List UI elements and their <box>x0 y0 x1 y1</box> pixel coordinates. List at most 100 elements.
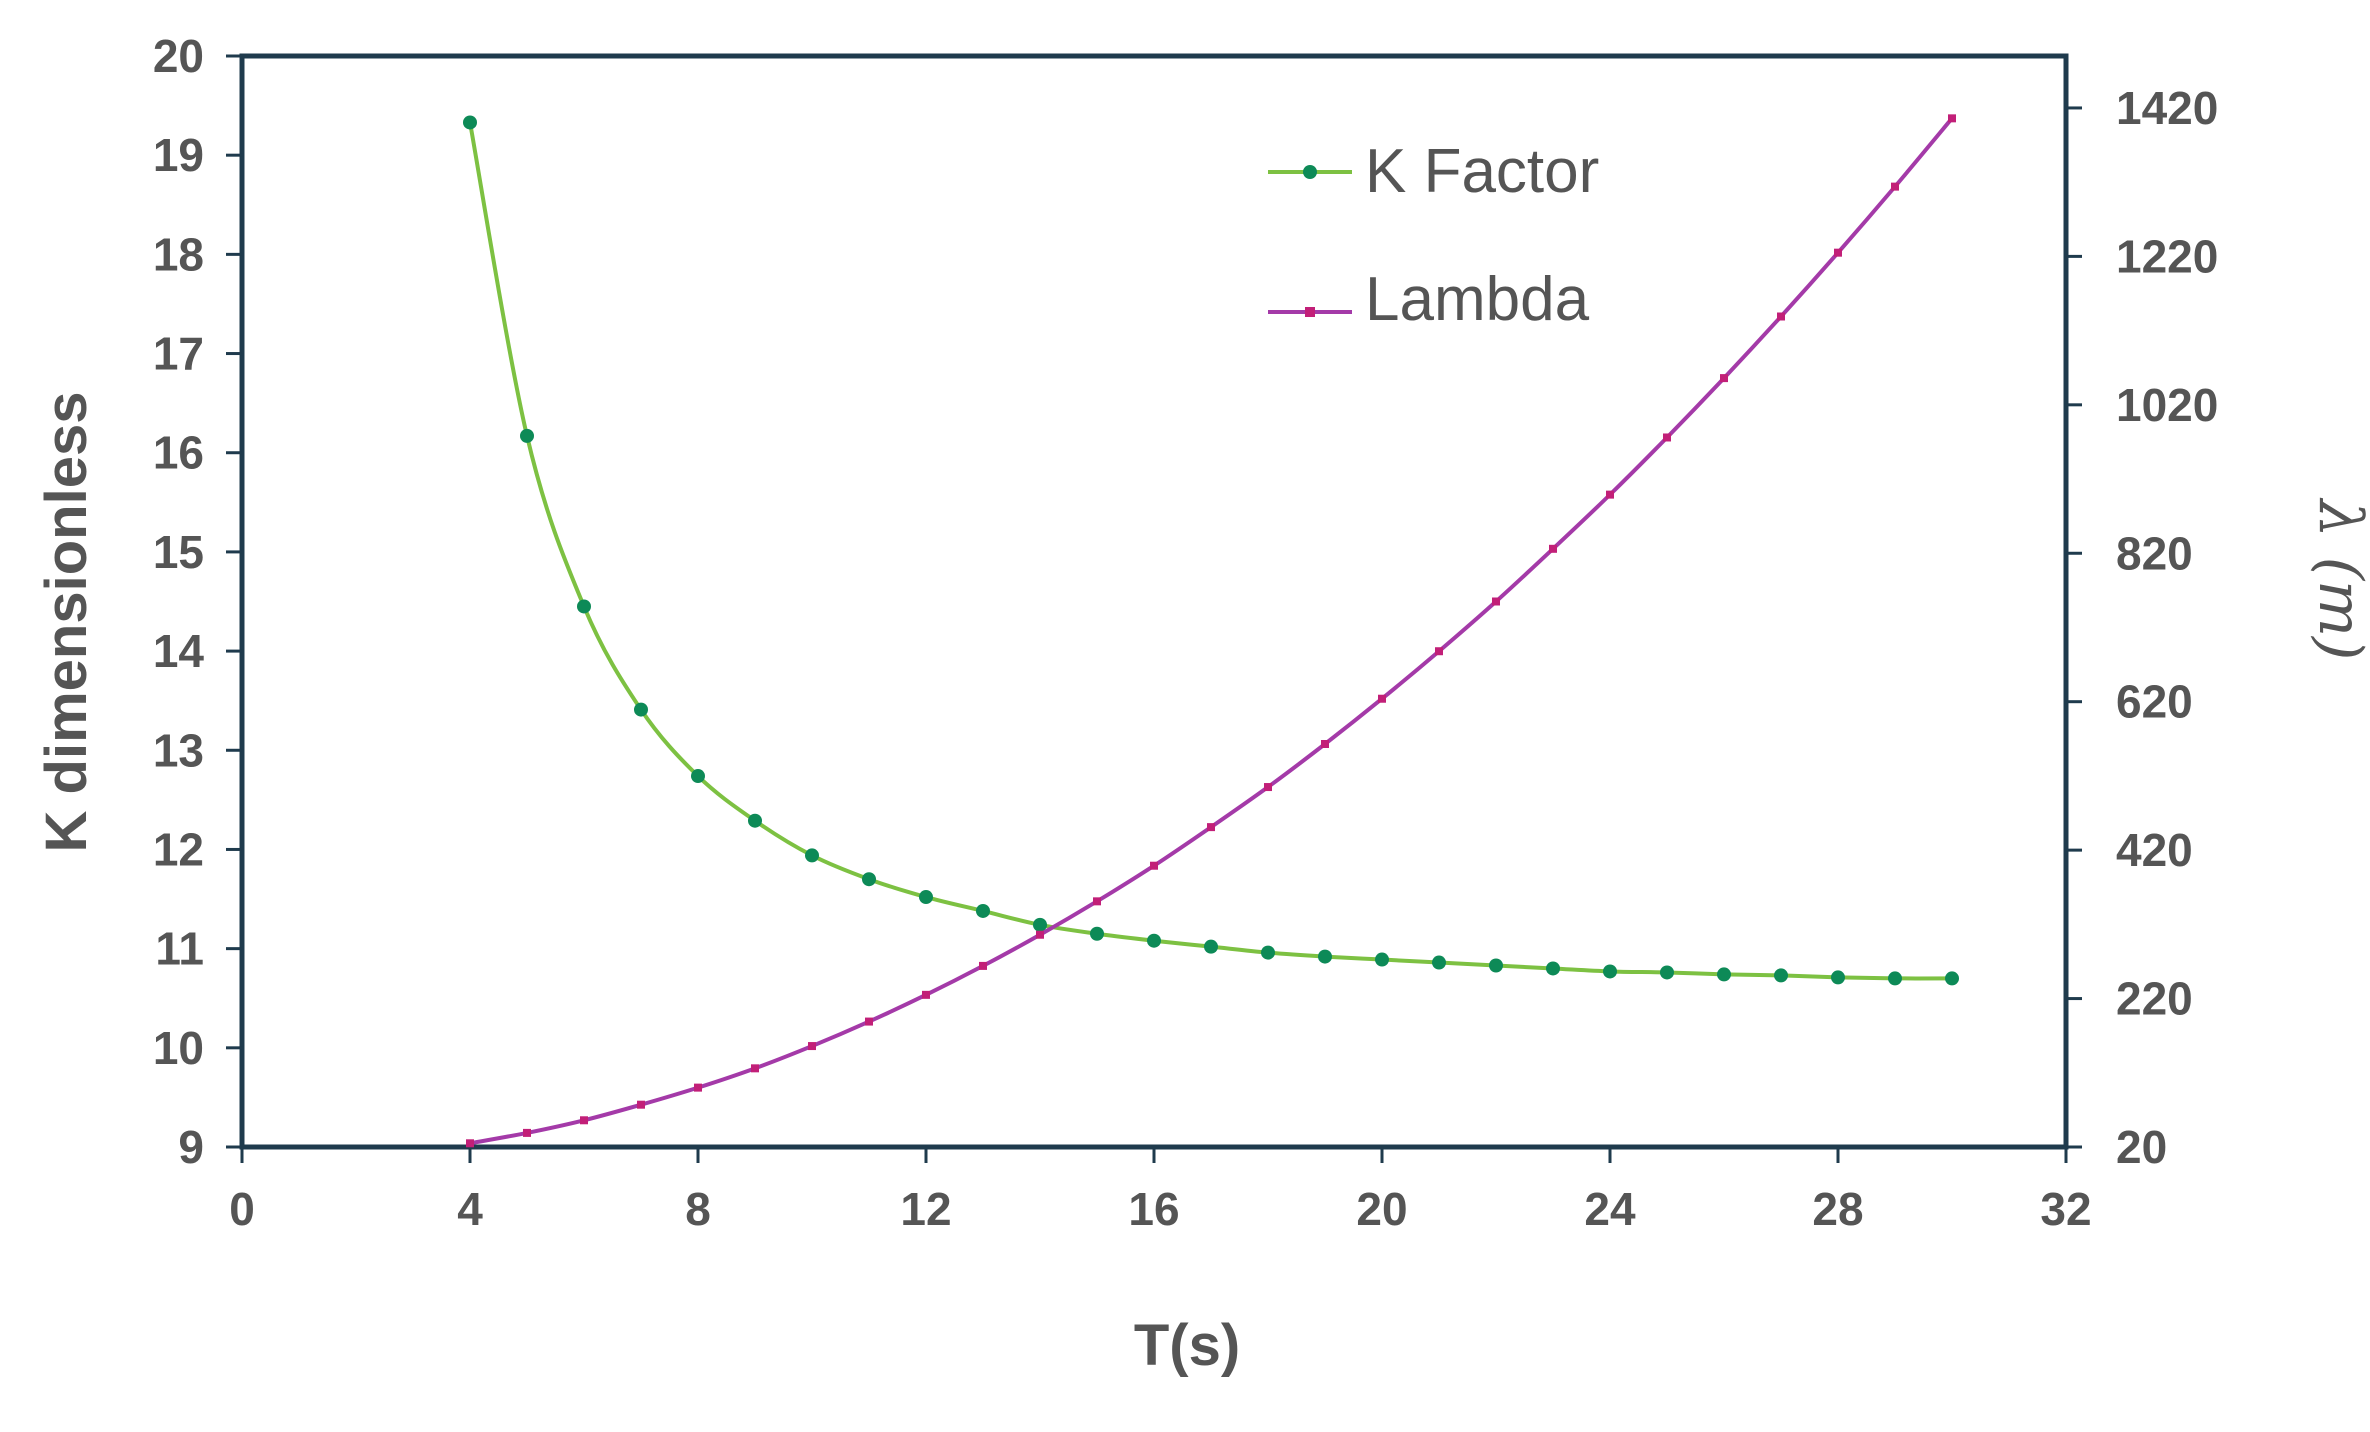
y2-tick-label: 620 <box>2116 676 2193 728</box>
y2-tick-label: 1220 <box>2116 230 2218 282</box>
y-tick-label: 19 <box>153 129 204 181</box>
series-k-factor-point <box>1261 945 1275 960</box>
x-tick-label: 16 <box>1128 1183 1179 1235</box>
series-lambda-point <box>1378 694 1386 703</box>
plot-frame <box>239 53 2069 1150</box>
series-k-factor-point <box>1033 917 1047 932</box>
series-lambda-point <box>1549 544 1557 553</box>
series-lambda-point <box>1720 374 1728 383</box>
series-k-factor-point <box>691 769 705 784</box>
series-lambda-point <box>1093 897 1101 906</box>
series-lambda-point <box>1834 248 1842 257</box>
x-tick-label: 12 <box>900 1183 951 1235</box>
legend-item-k-factor: K Factor <box>1268 137 1599 206</box>
legend-k-factor-label: K Factor <box>1365 137 1599 206</box>
series-k-factor-point <box>1375 952 1389 967</box>
x-axis-title: T(s) <box>1134 1313 1240 1378</box>
series-k-factor-point <box>1774 968 1788 983</box>
y2-tick-label: 820 <box>2116 527 2193 579</box>
y2-tick-label: 1420 <box>2116 82 2218 134</box>
series-k-factor-point <box>634 702 648 717</box>
series-lambda <box>466 114 1956 1148</box>
y-tick-label: 20 <box>153 30 204 82</box>
y2-tick-label: 420 <box>2116 824 2193 876</box>
legend-k-factor-marker <box>1303 165 1317 179</box>
series-k-factor-line <box>468 122 1953 981</box>
series-lambda-point <box>1891 182 1899 191</box>
series-lambda-line <box>469 117 1954 1146</box>
x-tick-label: 8 <box>685 1183 711 1235</box>
series-lambda-point <box>1150 861 1158 870</box>
series-lambda-point <box>751 1064 759 1073</box>
series-k-factor-point <box>1945 971 1959 986</box>
series-k-factor-point <box>1888 971 1902 986</box>
legend: K Factor Lambda <box>1268 137 1599 334</box>
y-tick-label: 16 <box>153 427 204 479</box>
series-lambda-point <box>922 990 930 999</box>
series-lambda-point <box>523 1128 531 1137</box>
series-k-factor-point <box>862 872 876 887</box>
series-k-factor-point <box>1717 967 1731 982</box>
series-k-factor-point <box>577 599 591 614</box>
y-tick-label: 12 <box>153 823 204 875</box>
series-lambda-point <box>1264 783 1272 792</box>
series-k-factor-point <box>1660 965 1674 980</box>
series-k-factor-point <box>1489 958 1503 973</box>
y-tick-label: 15 <box>153 526 204 578</box>
series-lambda-point <box>865 1017 873 1026</box>
series-layer <box>463 114 1959 1148</box>
y-axis-right: 20 220 420 620 820 1020 1220 1420 <box>2066 82 2218 1173</box>
series-lambda-point <box>637 1100 645 1109</box>
y2-tick-label: 220 <box>2116 973 2193 1025</box>
series-k-factor-point <box>463 115 477 130</box>
series-lambda-point <box>1207 823 1215 832</box>
y2-axis-title: λ (m) <box>2305 498 2370 661</box>
series-k-factor-point <box>976 903 990 918</box>
series-k-factor-point <box>1603 964 1617 979</box>
series-lambda-point <box>1492 597 1500 606</box>
series-lambda-point <box>1948 114 1956 123</box>
series-lambda-point <box>808 1042 816 1051</box>
x-tick-label: 4 <box>457 1183 483 1235</box>
series-k-factor-point <box>748 813 762 828</box>
y-tick-label: 11 <box>155 923 204 975</box>
series-lambda-point <box>1777 312 1785 321</box>
series-lambda-point <box>979 961 987 970</box>
series-k-factor-point <box>1090 926 1104 941</box>
series-k-factor-point <box>1204 939 1218 954</box>
x-tick-label: 24 <box>1584 1183 1636 1235</box>
y-axis-left: 9 10 11 12 13 14 15 16 17 18 19 20 <box>153 30 242 1173</box>
x-axis: 0 4 8 12 16 20 24 28 32 <box>229 1147 2092 1235</box>
x-tick-label: 28 <box>1812 1183 1863 1235</box>
y-tick-label: 14 <box>153 625 205 677</box>
series-lambda-point <box>1606 490 1614 499</box>
series-k-factor-point <box>1831 970 1845 985</box>
series-lambda-point <box>580 1116 588 1125</box>
y2-tick-label: 1020 <box>2116 379 2218 431</box>
series-lambda-point <box>1435 647 1443 656</box>
y-tick-label: 18 <box>153 228 204 280</box>
x-tick-label: 0 <box>229 1183 255 1235</box>
series-k-factor-point <box>805 848 819 863</box>
y-tick-label: 13 <box>153 724 204 776</box>
series-k-factor <box>463 115 1959 986</box>
series-k-factor-point <box>919 890 933 905</box>
series-k-factor-point <box>1318 949 1332 964</box>
series-lambda-point <box>694 1083 702 1092</box>
series-k-factor-point <box>1147 933 1161 948</box>
series-k-factor-point <box>520 428 534 443</box>
legend-item-lambda: Lambda <box>1268 265 1590 334</box>
legend-lambda-label: Lambda <box>1365 265 1590 334</box>
plot-border <box>239 53 2069 1150</box>
legend-lambda-marker <box>1305 307 1315 317</box>
y-tick-label: 17 <box>153 328 204 380</box>
y-tick-label: 9 <box>178 1121 204 1173</box>
series-k-factor-point <box>1546 961 1560 976</box>
y2-tick-label: 20 <box>2116 1121 2167 1173</box>
series-lambda-point <box>1321 739 1329 748</box>
series-lambda-point <box>466 1139 474 1148</box>
series-lambda-point <box>1663 433 1671 442</box>
x-tick-label: 32 <box>2040 1183 2091 1235</box>
